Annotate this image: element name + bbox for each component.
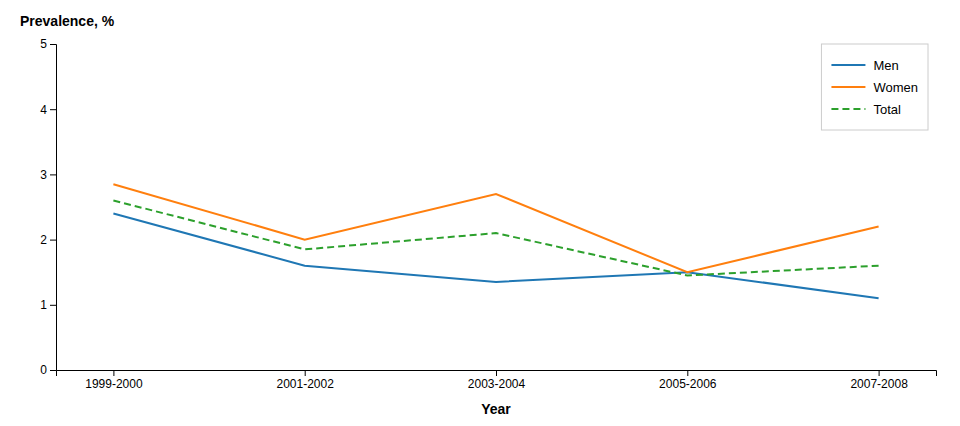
y-tick-mark	[50, 174, 56, 175]
series-group	[113, 184, 878, 298]
y-axis-title: Prevalence, %	[20, 13, 115, 29]
y-tick-mark	[50, 240, 56, 241]
x-tick-label: 2003-2004	[468, 377, 526, 391]
x-tick-label: 2001-2002	[277, 377, 335, 391]
x-tick: 2005-2006	[659, 370, 717, 391]
legend-label: Men	[873, 58, 898, 73]
y-tick: 0	[40, 363, 56, 377]
y-axis-line	[50, 45, 57, 371]
legend-frame	[821, 44, 928, 130]
y-tick-mark	[50, 370, 56, 371]
x-tick: 2001-2002	[277, 370, 335, 391]
x-tick: 2003-2004	[468, 370, 526, 391]
legend-swatch	[831, 86, 865, 88]
legend-swatch	[831, 64, 865, 66]
y-tick-label: 2	[40, 233, 47, 247]
series-line	[113, 184, 878, 272]
x-axis: 1999-2000 2001-2002 2003-2004 2005-2006 2007…	[57, 370, 937, 391]
x-tick-mark	[687, 370, 688, 376]
legend-label: Women	[873, 80, 918, 95]
y-tick: 1	[40, 298, 56, 312]
x-tick-label: 1999-2000	[85, 377, 143, 391]
legend-swatch	[831, 108, 865, 110]
x-tick-label: 2007-2008	[850, 377, 908, 391]
y-tick: 2	[40, 233, 56, 247]
y-tick-label: 1	[40, 298, 47, 312]
chart: 1999-2000 2001-2002 2003-2004 2005-2006 2007…	[0, 0, 960, 426]
legend: Men Women Total	[821, 44, 928, 130]
x-axis-title: Year	[481, 401, 511, 417]
y-tick: 3	[40, 168, 56, 182]
plot: 1999-2000 2001-2002 2003-2004 2005-2006 2007…	[40, 37, 936, 390]
x-tick: 1999-2000	[85, 370, 143, 391]
x-tick-mark	[496, 370, 497, 376]
y-tick-mark	[50, 109, 56, 110]
y-tick-label: 3	[40, 168, 47, 182]
series-line	[113, 200, 878, 275]
x-tick-mark	[879, 370, 880, 376]
x-tick-mark	[113, 370, 114, 376]
x-tick: 2007-2008	[850, 370, 908, 391]
y-tick-label: 0	[40, 363, 47, 377]
y-tick-mark	[50, 305, 56, 306]
x-axis-line	[57, 371, 937, 377]
y-tick-label: 4	[40, 103, 47, 117]
x-tick-mark	[305, 370, 306, 376]
y-axis: 0 1 2 3 4 5	[40, 37, 56, 377]
y-tick-label: 5	[40, 37, 47, 51]
y-tick: 5	[40, 37, 56, 51]
y-tick-mark	[50, 44, 56, 45]
series-line	[113, 214, 878, 299]
y-tick: 4	[40, 103, 56, 117]
legend-label: Total	[873, 102, 901, 117]
x-tick-label: 2005-2006	[659, 377, 717, 391]
